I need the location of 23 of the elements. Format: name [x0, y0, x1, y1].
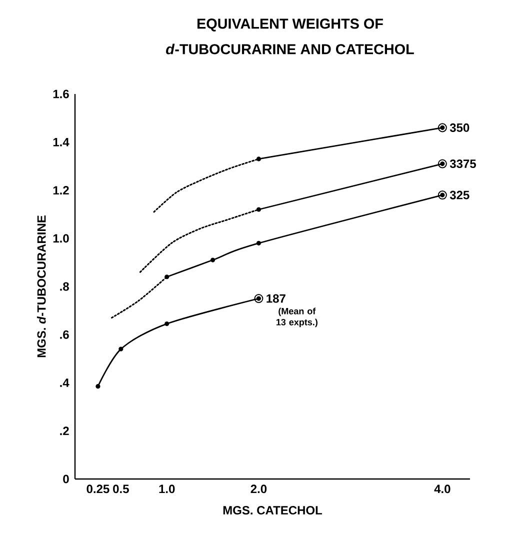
y-tick-label: 0 [63, 474, 69, 484]
x-tick-label: 0.5 [113, 484, 129, 494]
x-tick-label: 0.25 [86, 484, 110, 494]
x-tick-label: 4.0 [434, 484, 450, 494]
chart-subtitle: d-TUBOCURARINE AND CATECHOL [166, 44, 414, 54]
x-axis-title: MGS. CATECHOL [223, 506, 322, 515]
series-label: 350 [450, 123, 470, 132]
chart-title: EQUIVALENT WEIGHTS OF [197, 18, 383, 32]
y-tick-label: 1.0 [53, 234, 69, 243]
y-tick-label: .8 [60, 282, 69, 291]
series-label: 325 [450, 190, 470, 200]
y-tick-label: 1.2 [53, 186, 69, 194]
y-tick-label: .6 [60, 330, 69, 339]
y-tick-label: .4 [60, 378, 70, 387]
series-label: 3375 [450, 160, 476, 168]
annotation: (Mean of 13 expts.) [276, 308, 318, 328]
y-tick-label: .2 [60, 426, 69, 436]
x-tick-label: 1.0 [159, 484, 175, 494]
y-tick-label: 1.4 [53, 138, 70, 146]
y-axis-title: MGS. d-TUBOCURARINE [36, 216, 46, 358]
x-tick-label: 2.0 [250, 484, 267, 494]
series-label: 187 [266, 294, 286, 303]
y-tick-label: 1.6 [53, 90, 69, 98]
